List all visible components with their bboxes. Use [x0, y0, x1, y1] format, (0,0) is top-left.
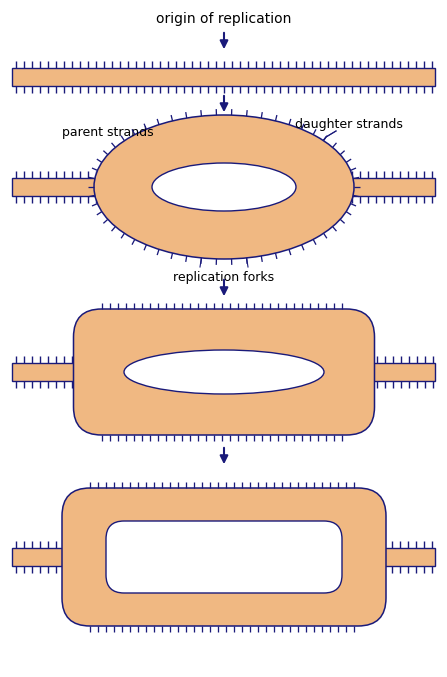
FancyBboxPatch shape [73, 309, 375, 435]
Bar [357, 363, 435, 381]
FancyBboxPatch shape [106, 521, 342, 593]
Ellipse shape [152, 163, 296, 211]
Bar [12, 548, 75, 566]
Ellipse shape [94, 115, 354, 259]
Text: daughter strands: daughter strands [295, 118, 403, 131]
Ellipse shape [124, 350, 324, 394]
Text: replication forks: replication forks [173, 271, 274, 284]
Text: origin of replication: origin of replication [156, 12, 292, 26]
Bar [12, 68, 435, 86]
Text: parent strands: parent strands [62, 126, 154, 139]
Bar [12, 178, 155, 196]
Bar [12, 363, 90, 381]
Bar [372, 548, 435, 566]
Bar [292, 178, 435, 196]
FancyBboxPatch shape [62, 488, 386, 626]
